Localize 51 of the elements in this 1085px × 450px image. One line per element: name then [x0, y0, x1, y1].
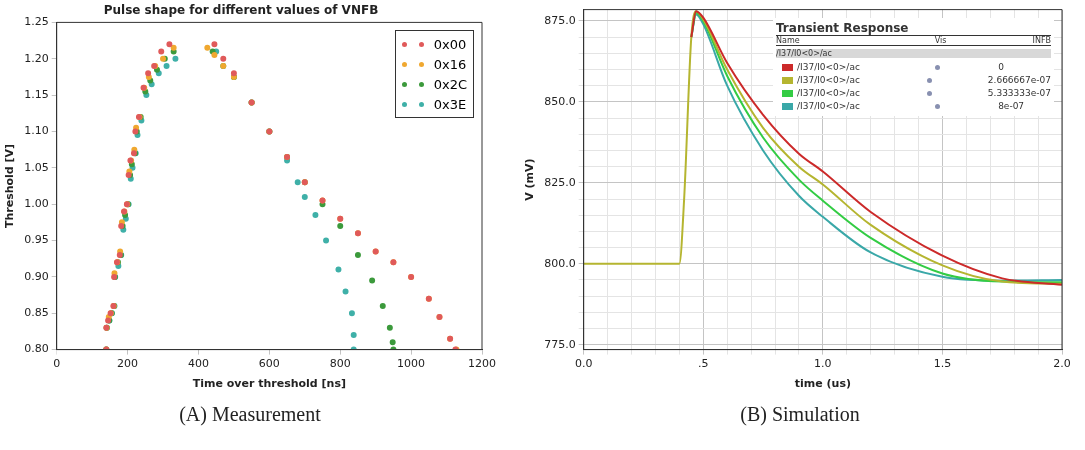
y-tick-label: 875.0: [544, 13, 576, 27]
y-tick-label: 0.90: [24, 269, 49, 283]
y-tick-label: 1.05: [24, 160, 49, 174]
x-tick-label: 1000: [397, 357, 426, 371]
legend-label: /I37/I0<0>/ac: [797, 101, 860, 112]
y-tick-label: 1.10: [24, 124, 49, 138]
x-tick-label: 800: [329, 357, 351, 371]
y-tick-label: 850.0: [544, 94, 576, 108]
x-tick-label: 400: [187, 357, 209, 371]
annotation: 0: [998, 62, 1005, 73]
legend-label: /I37/I0<0>/ac: [797, 62, 860, 73]
legend-label: /I37/I0<0>/ac: [797, 88, 860, 99]
y-tick-label: 825.0: [544, 175, 576, 189]
annotation: INFB: [1031, 35, 1052, 45]
y-axis-title: V (mV): [523, 158, 537, 201]
annotation: Vis: [934, 35, 948, 45]
x-axis-title: Time over threshold [ns]: [192, 377, 346, 391]
annotation: /I37/I0<0>/ac: [776, 48, 832, 58]
annotation: 8e-07: [998, 101, 1026, 112]
y-tick-label: 0.95: [24, 233, 49, 247]
y-tick-label: 800.0: [544, 256, 576, 270]
legend-title: Transient Response: [776, 20, 1051, 36]
legend-label: /I37/I0<0>/ac: [797, 75, 860, 86]
x-tick-label: 200: [117, 357, 139, 371]
x-tick-label: .5: [698, 357, 709, 371]
x-tick-label: 1.5: [933, 357, 952, 371]
x-axis-title: time (us): [794, 377, 851, 391]
x-tick-label: 1.0: [814, 357, 832, 371]
legend-label: 0x3E: [433, 96, 467, 112]
y-tick-label: 1.25: [24, 15, 49, 29]
x-tick-label: 1200: [468, 357, 496, 371]
x-tick-label: 2.0: [1053, 357, 1071, 371]
annotation: 2.666667e-07: [987, 75, 1051, 86]
annotation: 5.333333e-07: [987, 88, 1051, 99]
annotation: Name: [776, 35, 801, 45]
x-tick-label: 600: [258, 357, 280, 371]
text: (B) Simulation: [739, 403, 861, 426]
y-tick-label: 775.0: [544, 337, 576, 351]
x-tick-label: 0.0: [574, 357, 593, 371]
y-tick-label: 1.15: [24, 87, 49, 101]
legend-label: 0x2C: [433, 76, 467, 92]
legend-label: 0x16: [433, 56, 467, 72]
text: (A) Measurement: [178, 403, 322, 426]
legend-label: 0x00: [433, 36, 467, 52]
y-tick-label: 0.80: [24, 342, 49, 356]
y-tick-label: 1.20: [24, 51, 49, 65]
y-tick-label: 0.85: [24, 306, 49, 320]
y-axis-title: Threshold [V]: [3, 143, 17, 229]
chart-title: Pulse shape for different values of VNFB: [103, 3, 379, 18]
y-tick-label: 1.00: [24, 197, 49, 211]
x-tick-label: 0: [53, 357, 61, 371]
